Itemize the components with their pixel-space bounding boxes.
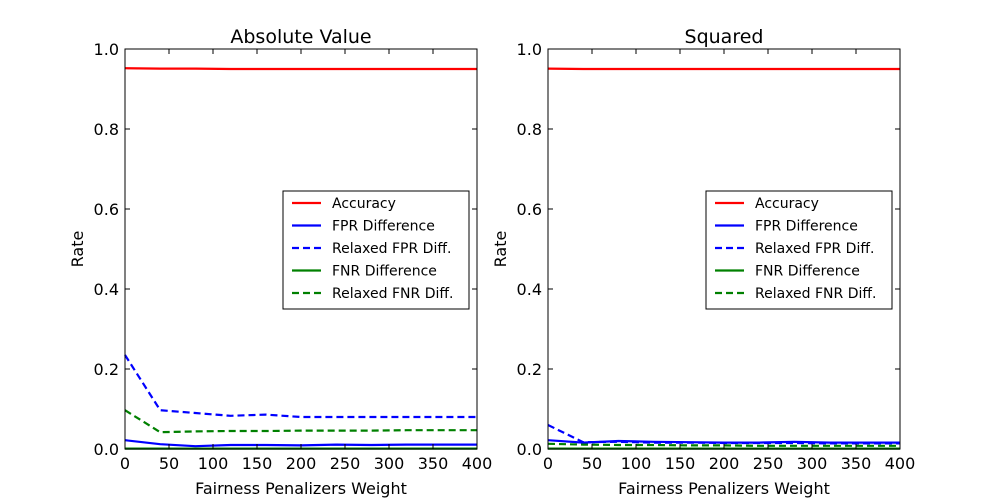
- legend-label: FNR Difference: [332, 264, 437, 280]
- x-tick-label: 150: [665, 454, 696, 473]
- legend: Accuracy FPR Difference Relaxed FPR Diff. F…: [282, 190, 470, 310]
- x-axis-label: Fairness Penalizers Weight: [618, 479, 830, 498]
- legend-label: Relaxed FNR Diff.: [332, 286, 453, 302]
- legend-box: [705, 190, 893, 310]
- y-axis-label: Rate: [491, 231, 510, 268]
- x-tick-label: 50: [582, 454, 602, 473]
- legend-label: Accuracy: [332, 196, 396, 212]
- chart-title: Absolute Value: [230, 26, 371, 48]
- x-axis-label: Fairness Penalizers Weight: [195, 479, 407, 498]
- x-tick-label: 250: [753, 454, 784, 473]
- x-tick-label: 100: [198, 454, 229, 473]
- x-tick-label: 350: [418, 454, 449, 473]
- y-tick-label: 0.4: [517, 280, 542, 299]
- y-tick-label: 0.2: [517, 360, 542, 379]
- x-tick-label: 400: [462, 454, 493, 473]
- legend-label: Accuracy: [755, 196, 819, 212]
- x-tick-label: 50: [159, 454, 179, 473]
- chart-panel: 0 50 100 150 200 250 300 350 400 0.0 0.2 0.4 0.6 0.8 1…: [491, 26, 915, 498]
- y-tick-label: 0.8: [517, 120, 542, 139]
- legend: Accuracy FPR Difference Relaxed FPR Diff. F…: [705, 190, 893, 310]
- y-tick-label: 0.0: [517, 440, 542, 459]
- series-line-accuracy: [124, 67, 477, 71]
- x-tick-label: 350: [841, 454, 872, 473]
- series-line-relaxed-fpr-diff: [124, 354, 477, 419]
- chart-title: Squared: [685, 26, 764, 48]
- x-tick-label: 100: [621, 454, 652, 473]
- y-tick-label: 1.0: [517, 40, 542, 59]
- x-tick-label: 400: [885, 454, 916, 473]
- y-tick-label: 0.8: [94, 120, 119, 139]
- series-line-relaxed-fpr-diff: [547, 424, 900, 445]
- x-tick-label: 300: [797, 454, 828, 473]
- legend-box: [282, 190, 470, 310]
- y-tick-label: 0.6: [517, 200, 542, 219]
- x-tick-label: 300: [374, 454, 405, 473]
- y-tick-label: 1.0: [94, 40, 119, 59]
- y-tick-label: 0.6: [94, 200, 119, 219]
- series-line-relaxed-fnr-diff: [124, 409, 477, 434]
- legend-label: FNR Difference: [755, 264, 860, 280]
- x-tick-label: 150: [242, 454, 273, 473]
- legend-label: FPR Difference: [332, 219, 435, 235]
- y-axis-label: Rate: [68, 231, 87, 268]
- chart-panel: 0 50 100 150 200 250 300 350 400 0.0 0.2 0.4 0.6 0.8 1…: [68, 26, 492, 498]
- y-tick-label: 0.4: [94, 280, 119, 299]
- legend-label: Relaxed FPR Diff.: [332, 241, 451, 257]
- x-tick-label: 200: [286, 454, 317, 473]
- legend-label: Relaxed FPR Diff.: [755, 241, 874, 257]
- x-tick-label: 200: [709, 454, 740, 473]
- y-tick-label: 0.0: [94, 440, 119, 459]
- x-tick-label: 0: [120, 454, 130, 473]
- x-tick-label: 250: [330, 454, 361, 473]
- y-tick-label: 0.2: [94, 360, 119, 379]
- x-tick-label: 0: [543, 454, 553, 473]
- legend-label: Relaxed FNR Diff.: [755, 286, 876, 302]
- legend-label: FPR Difference: [755, 219, 858, 235]
